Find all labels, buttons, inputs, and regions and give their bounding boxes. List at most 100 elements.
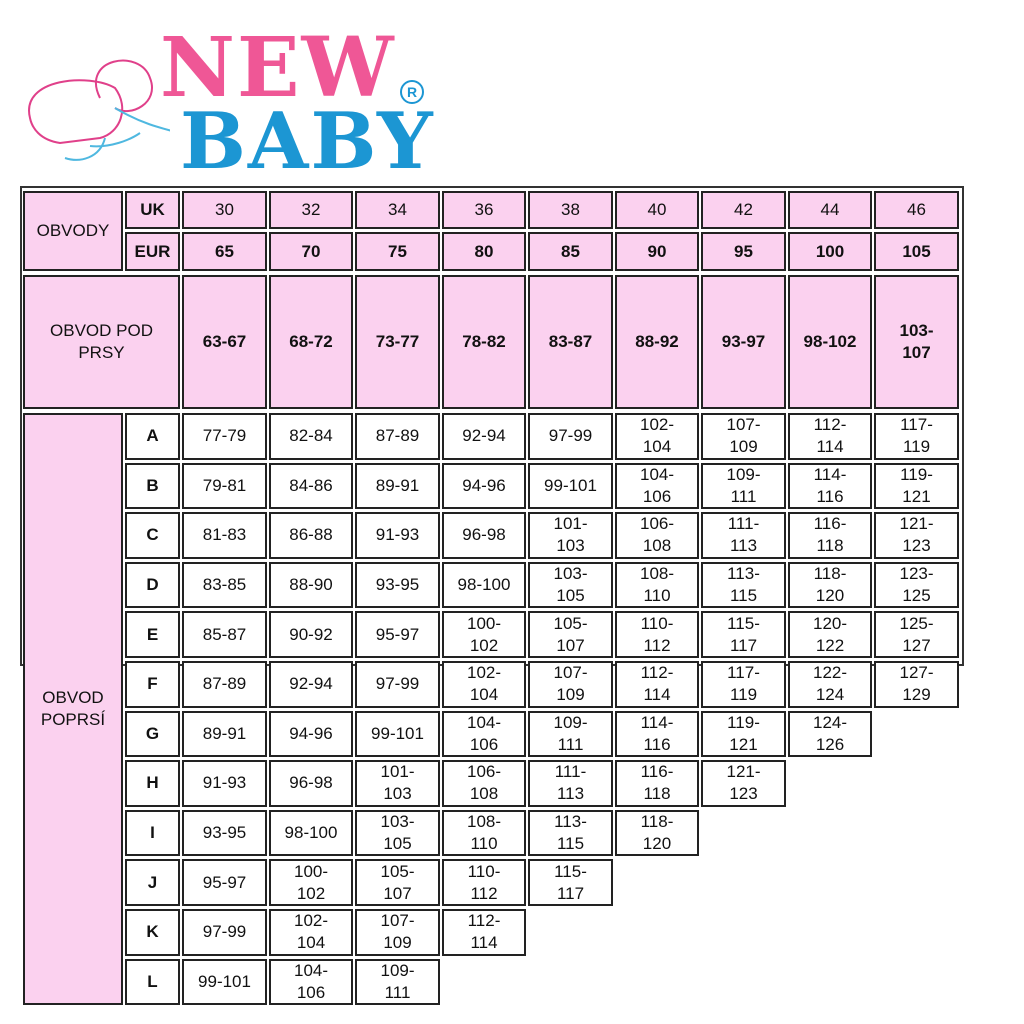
- uk-size-cell: 30: [182, 191, 267, 229]
- bust-value-cell: 87-89: [355, 413, 440, 460]
- bust-value-cell: 105- 107: [355, 859, 440, 906]
- bust-value-cell: 107- 109: [528, 661, 613, 708]
- bust-value-cell: 87-89: [182, 661, 267, 708]
- underbust-cell: 88-92: [615, 275, 699, 409]
- bust-value-cell: 110- 112: [615, 611, 699, 658]
- obvody-label: OBVODY: [23, 191, 123, 271]
- registered-mark: R: [400, 80, 424, 104]
- cup-letter-cell: D: [125, 561, 180, 609]
- bust-value-cell: 93-95: [182, 809, 267, 857]
- underbust-cell: 63-67: [182, 275, 267, 409]
- bust-value-cell: 103- 105: [355, 809, 440, 857]
- bust-value-cell: 127- 129: [874, 661, 959, 708]
- underbust-cell: 98-102: [788, 275, 872, 409]
- bust-value-cell: 102- 104: [615, 413, 699, 460]
- eur-size-cell: 90: [615, 232, 699, 271]
- eur-size-cell: 65: [182, 232, 267, 271]
- underbust-cell: 103- 107: [874, 275, 959, 409]
- bust-value-cell: 99-101: [182, 958, 267, 1006]
- logo-baby-text: BABY: [180, 96, 435, 187]
- cup-letter-cell: A: [125, 413, 180, 460]
- bust-value-cell: 122- 124: [788, 661, 872, 708]
- bust-value-cell: 79-81: [182, 462, 267, 510]
- bust-value-cell: 94-96: [269, 710, 353, 758]
- bust-value-cell: 108- 110: [615, 561, 699, 609]
- bust-value-cell: 89-91: [182, 710, 267, 758]
- underbust-cell: 78-82: [442, 275, 526, 409]
- bust-value-cell: 104- 106: [269, 958, 353, 1006]
- eur-size-cell: 105: [874, 232, 959, 271]
- bust-value-cell: 95-97: [182, 859, 267, 906]
- bust-value-cell: 117- 119: [874, 413, 959, 460]
- bust-value-cell: 110- 112: [442, 859, 526, 906]
- eur-size-cell: 75: [355, 232, 440, 271]
- underbust-cell: 73-77: [355, 275, 440, 409]
- bust-value-cell: 100- 102: [442, 611, 526, 658]
- bust-value-cell: 86-88: [269, 512, 353, 559]
- eur-size-cell: 85: [528, 232, 613, 271]
- bust-value-cell: 94-96: [442, 462, 526, 510]
- bust-value-cell: 119- 121: [874, 462, 959, 510]
- uk-size-cell: 32: [269, 191, 353, 229]
- bust-value-cell: 92-94: [269, 661, 353, 708]
- uk-size-cell: 34: [355, 191, 440, 229]
- bust-value-cell: 103- 105: [528, 561, 613, 609]
- uk-size-cell: 38: [528, 191, 613, 229]
- bust-value-cell: 116- 118: [788, 512, 872, 559]
- bust-value-cell: 124- 126: [788, 710, 872, 758]
- bust-value-cell: 105- 107: [528, 611, 613, 658]
- logo-new-text: NEW: [160, 20, 396, 116]
- uk-size-cell: 36: [442, 191, 526, 229]
- bust-value-cell: 96-98: [442, 512, 526, 559]
- bust-value-cell: 97-99: [528, 413, 613, 460]
- cup-letter-cell: F: [125, 661, 180, 708]
- cup-letter-cell: E: [125, 611, 180, 658]
- bust-value-cell: 83-85: [182, 561, 267, 609]
- bust-value-cell: 89-91: [355, 462, 440, 510]
- bust-value-cell: 104- 106: [615, 462, 699, 510]
- cup-letter-cell: G: [125, 710, 180, 758]
- bust-value-cell: 109- 111: [701, 462, 786, 510]
- eur-size-cell: 70: [269, 232, 353, 271]
- bust-value-cell: 111- 113: [701, 512, 786, 559]
- uk-size-cell: 42: [701, 191, 786, 229]
- cup-letter-cell: L: [125, 958, 180, 1006]
- bust-value-cell: 117- 119: [701, 661, 786, 708]
- bust-value-cell: 92-94: [442, 413, 526, 460]
- bust-value-cell: 81-83: [182, 512, 267, 559]
- bust-value-cell: 97-99: [182, 909, 267, 956]
- eur-size-cell: 95: [701, 232, 786, 271]
- bust-value-cell: 101- 103: [528, 512, 613, 559]
- bust-value-cell: 91-93: [355, 512, 440, 559]
- bust-value-cell: 118- 120: [615, 809, 699, 857]
- bust-value-cell: 82-84: [269, 413, 353, 460]
- uk-size-cell: 44: [788, 191, 872, 229]
- bust-value-cell: 84-86: [269, 462, 353, 510]
- bust-value-cell: 93-95: [355, 561, 440, 609]
- cup-letter-cell: H: [125, 760, 180, 807]
- uk-label: UK: [125, 191, 180, 229]
- bust-value-cell: 101- 103: [355, 760, 440, 807]
- bust-value-cell: 113- 115: [701, 561, 786, 609]
- bust-value-cell: 119- 121: [701, 710, 786, 758]
- eur-size-cell: 100: [788, 232, 872, 271]
- bust-value-cell: 77-79: [182, 413, 267, 460]
- bust-value-cell: 121- 123: [874, 512, 959, 559]
- bust-value-cell: 108- 110: [442, 809, 526, 857]
- bust-value-cell: 113- 115: [528, 809, 613, 857]
- baby-illustration-icon: [28, 59, 170, 161]
- bust-value-cell: 100- 102: [269, 859, 353, 906]
- bust-value-cell: 102- 104: [442, 661, 526, 708]
- bust-value-cell: 88-90: [269, 561, 353, 609]
- bust-value-cell: 115- 117: [701, 611, 786, 658]
- uk-size-cell: 40: [615, 191, 699, 229]
- bust-value-cell: 90-92: [269, 611, 353, 658]
- cup-letter-cell: B: [125, 462, 180, 510]
- cup-letter-cell: K: [125, 909, 180, 956]
- bust-value-cell: 109- 111: [355, 958, 440, 1006]
- bust-value-cell: 99-101: [355, 710, 440, 758]
- underbust-cell: 68-72: [269, 275, 353, 409]
- bust-value-cell: 97-99: [355, 661, 440, 708]
- bust-value-cell: 95-97: [355, 611, 440, 658]
- bust-value-cell: 114- 116: [615, 710, 699, 758]
